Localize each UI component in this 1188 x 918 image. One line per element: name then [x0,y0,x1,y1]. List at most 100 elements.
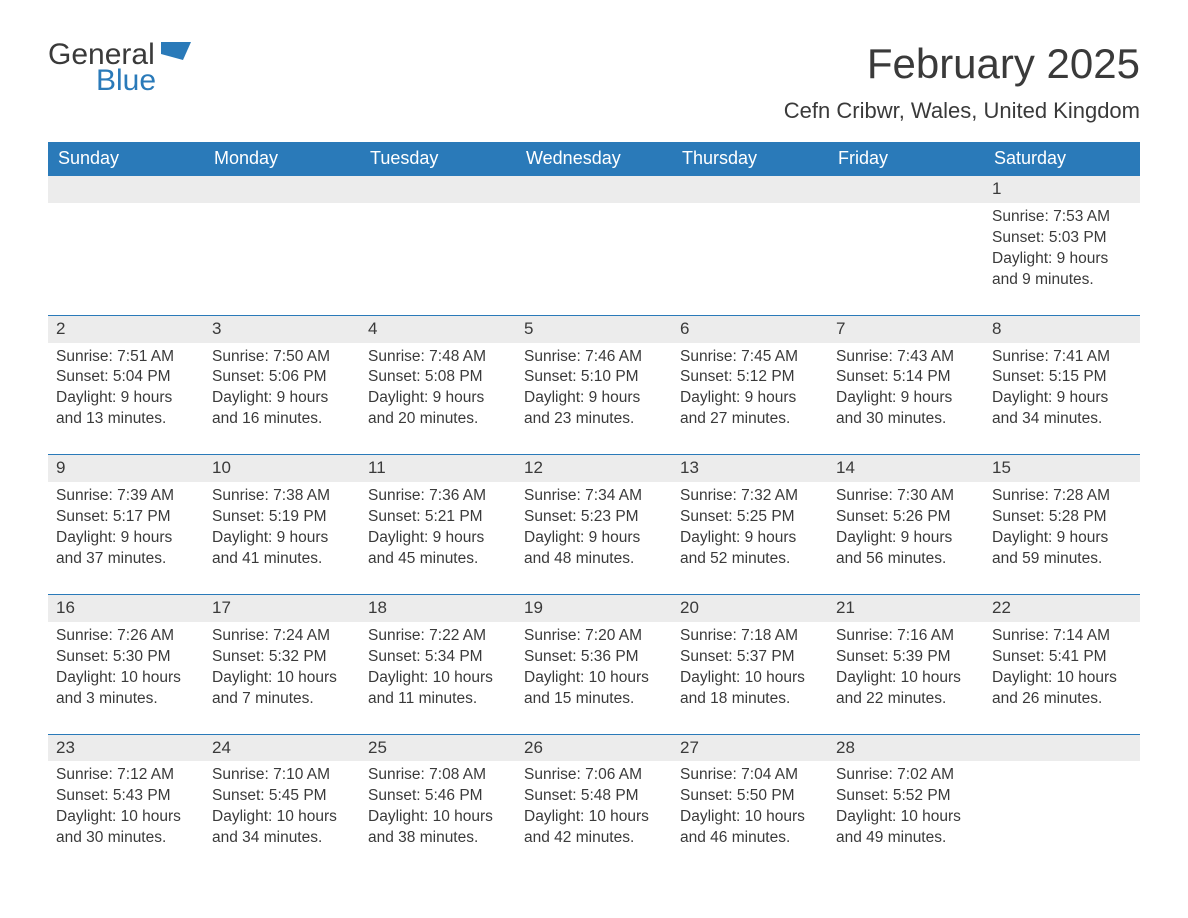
sunrise-text: Sunrise: 7:16 AM [836,626,976,647]
day-body: Sunrise: 7:46 AMSunset: 5:10 PMDaylight:… [516,343,672,437]
day-body: Sunrise: 7:10 AMSunset: 5:45 PMDaylight:… [204,761,360,855]
day-cell: 12Sunrise: 7:34 AMSunset: 5:23 PMDayligh… [516,455,672,576]
day-cell: 18Sunrise: 7:22 AMSunset: 5:34 PMDayligh… [360,595,516,716]
sunrise-text: Sunrise: 7:43 AM [836,347,976,368]
sunset-text: Sunset: 5:03 PM [992,228,1132,249]
sunset-text: Sunset: 5:43 PM [56,786,196,807]
day-number: 3 [204,316,360,343]
day-cell: 23Sunrise: 7:12 AMSunset: 5:43 PMDayligh… [48,735,204,856]
day-body: Sunrise: 7:28 AMSunset: 5:28 PMDaylight:… [984,482,1140,576]
day-body: Sunrise: 7:04 AMSunset: 5:50 PMDaylight:… [672,761,828,855]
day-cell [516,176,672,297]
daylight-text: Daylight: 9 hours [212,388,352,409]
daylight-text: Daylight: 10 hours [212,668,352,689]
header: General Blue February 2025 Cefn Cribwr, … [48,40,1140,124]
sunrise-text: Sunrise: 7:12 AM [56,765,196,786]
day-body: Sunrise: 7:36 AMSunset: 5:21 PMDaylight:… [360,482,516,576]
day-cell: 10Sunrise: 7:38 AMSunset: 5:19 PMDayligh… [204,455,360,576]
day-number: 17 [204,595,360,622]
calendar: SundayMondayTuesdayWednesdayThursdayFrid… [48,142,1140,855]
sunrise-text: Sunrise: 7:38 AM [212,486,352,507]
sunrise-text: Sunrise: 7:08 AM [368,765,508,786]
sunrise-text: Sunrise: 7:46 AM [524,347,664,368]
day-body: Sunrise: 7:41 AMSunset: 5:15 PMDaylight:… [984,343,1140,437]
weeks-container: 1Sunrise: 7:53 AMSunset: 5:03 PMDaylight… [48,175,1140,855]
day-body: Sunrise: 7:06 AMSunset: 5:48 PMDaylight:… [516,761,672,855]
daylight-text: and 23 minutes. [524,409,664,430]
day-cell [984,735,1140,856]
daylight-text: and 34 minutes. [992,409,1132,430]
sunset-text: Sunset: 5:15 PM [992,367,1132,388]
day-cell: 7Sunrise: 7:43 AMSunset: 5:14 PMDaylight… [828,316,984,437]
day-cell: 2Sunrise: 7:51 AMSunset: 5:04 PMDaylight… [48,316,204,437]
day-body: Sunrise: 7:16 AMSunset: 5:39 PMDaylight:… [828,622,984,716]
sunrise-text: Sunrise: 7:10 AM [212,765,352,786]
daylight-text: Daylight: 10 hours [56,668,196,689]
day-number: 9 [48,455,204,482]
day-cell: 14Sunrise: 7:30 AMSunset: 5:26 PMDayligh… [828,455,984,576]
day-body: Sunrise: 7:51 AMSunset: 5:04 PMDaylight:… [48,343,204,437]
daylight-text: and 16 minutes. [212,409,352,430]
daylight-text: and 27 minutes. [680,409,820,430]
week-row: 23Sunrise: 7:12 AMSunset: 5:43 PMDayligh… [48,734,1140,856]
daylight-text: Daylight: 10 hours [212,807,352,828]
sunset-text: Sunset: 5:46 PM [368,786,508,807]
sunset-text: Sunset: 5:45 PM [212,786,352,807]
day-cell: 19Sunrise: 7:20 AMSunset: 5:36 PMDayligh… [516,595,672,716]
day-cell [828,176,984,297]
daylight-text: Daylight: 10 hours [680,807,820,828]
sunrise-text: Sunrise: 7:22 AM [368,626,508,647]
sunrise-text: Sunrise: 7:48 AM [368,347,508,368]
sunset-text: Sunset: 5:41 PM [992,647,1132,668]
daylight-text: Daylight: 9 hours [56,528,196,549]
weekday-header: Thursday [672,142,828,175]
sunrise-text: Sunrise: 7:36 AM [368,486,508,507]
daylight-text: and 59 minutes. [992,549,1132,570]
day-body: Sunrise: 7:32 AMSunset: 5:25 PMDaylight:… [672,482,828,576]
day-cell: 13Sunrise: 7:32 AMSunset: 5:25 PMDayligh… [672,455,828,576]
day-number: 24 [204,735,360,762]
day-cell: 4Sunrise: 7:48 AMSunset: 5:08 PMDaylight… [360,316,516,437]
day-number: 18 [360,595,516,622]
sunset-text: Sunset: 5:37 PM [680,647,820,668]
day-number [360,176,516,203]
daylight-text: and 18 minutes. [680,689,820,710]
daylight-text: and 41 minutes. [212,549,352,570]
daylight-text: Daylight: 10 hours [836,807,976,828]
day-number [984,735,1140,762]
daylight-text: Daylight: 9 hours [836,528,976,549]
day-body: Sunrise: 7:34 AMSunset: 5:23 PMDaylight:… [516,482,672,576]
day-cell [48,176,204,297]
sunrise-text: Sunrise: 7:20 AM [524,626,664,647]
day-number: 26 [516,735,672,762]
sunset-text: Sunset: 5:06 PM [212,367,352,388]
daylight-text: and 52 minutes. [680,549,820,570]
sunset-text: Sunset: 5:25 PM [680,507,820,528]
day-cell: 17Sunrise: 7:24 AMSunset: 5:32 PMDayligh… [204,595,360,716]
day-number: 25 [360,735,516,762]
day-cell: 27Sunrise: 7:04 AMSunset: 5:50 PMDayligh… [672,735,828,856]
day-body: Sunrise: 7:53 AMSunset: 5:03 PMDaylight:… [984,203,1140,297]
daylight-text: Daylight: 9 hours [992,388,1132,409]
weekday-header-row: SundayMondayTuesdayWednesdayThursdayFrid… [48,142,1140,175]
sunrise-text: Sunrise: 7:30 AM [836,486,976,507]
day-number: 12 [516,455,672,482]
sunset-text: Sunset: 5:34 PM [368,647,508,668]
sunset-text: Sunset: 5:48 PM [524,786,664,807]
daylight-text: Daylight: 10 hours [680,668,820,689]
day-body: Sunrise: 7:48 AMSunset: 5:08 PMDaylight:… [360,343,516,437]
day-number [828,176,984,203]
sunset-text: Sunset: 5:08 PM [368,367,508,388]
daylight-text: Daylight: 9 hours [524,528,664,549]
sunrise-text: Sunrise: 7:06 AM [524,765,664,786]
day-number [204,176,360,203]
day-cell: 1Sunrise: 7:53 AMSunset: 5:03 PMDaylight… [984,176,1140,297]
day-number: 2 [48,316,204,343]
daylight-text: Daylight: 9 hours [368,388,508,409]
sunrise-text: Sunrise: 7:39 AM [56,486,196,507]
day-number: 11 [360,455,516,482]
day-number: 13 [672,455,828,482]
daylight-text: Daylight: 10 hours [524,807,664,828]
week-row: 16Sunrise: 7:26 AMSunset: 5:30 PMDayligh… [48,594,1140,716]
sunrise-text: Sunrise: 7:32 AM [680,486,820,507]
